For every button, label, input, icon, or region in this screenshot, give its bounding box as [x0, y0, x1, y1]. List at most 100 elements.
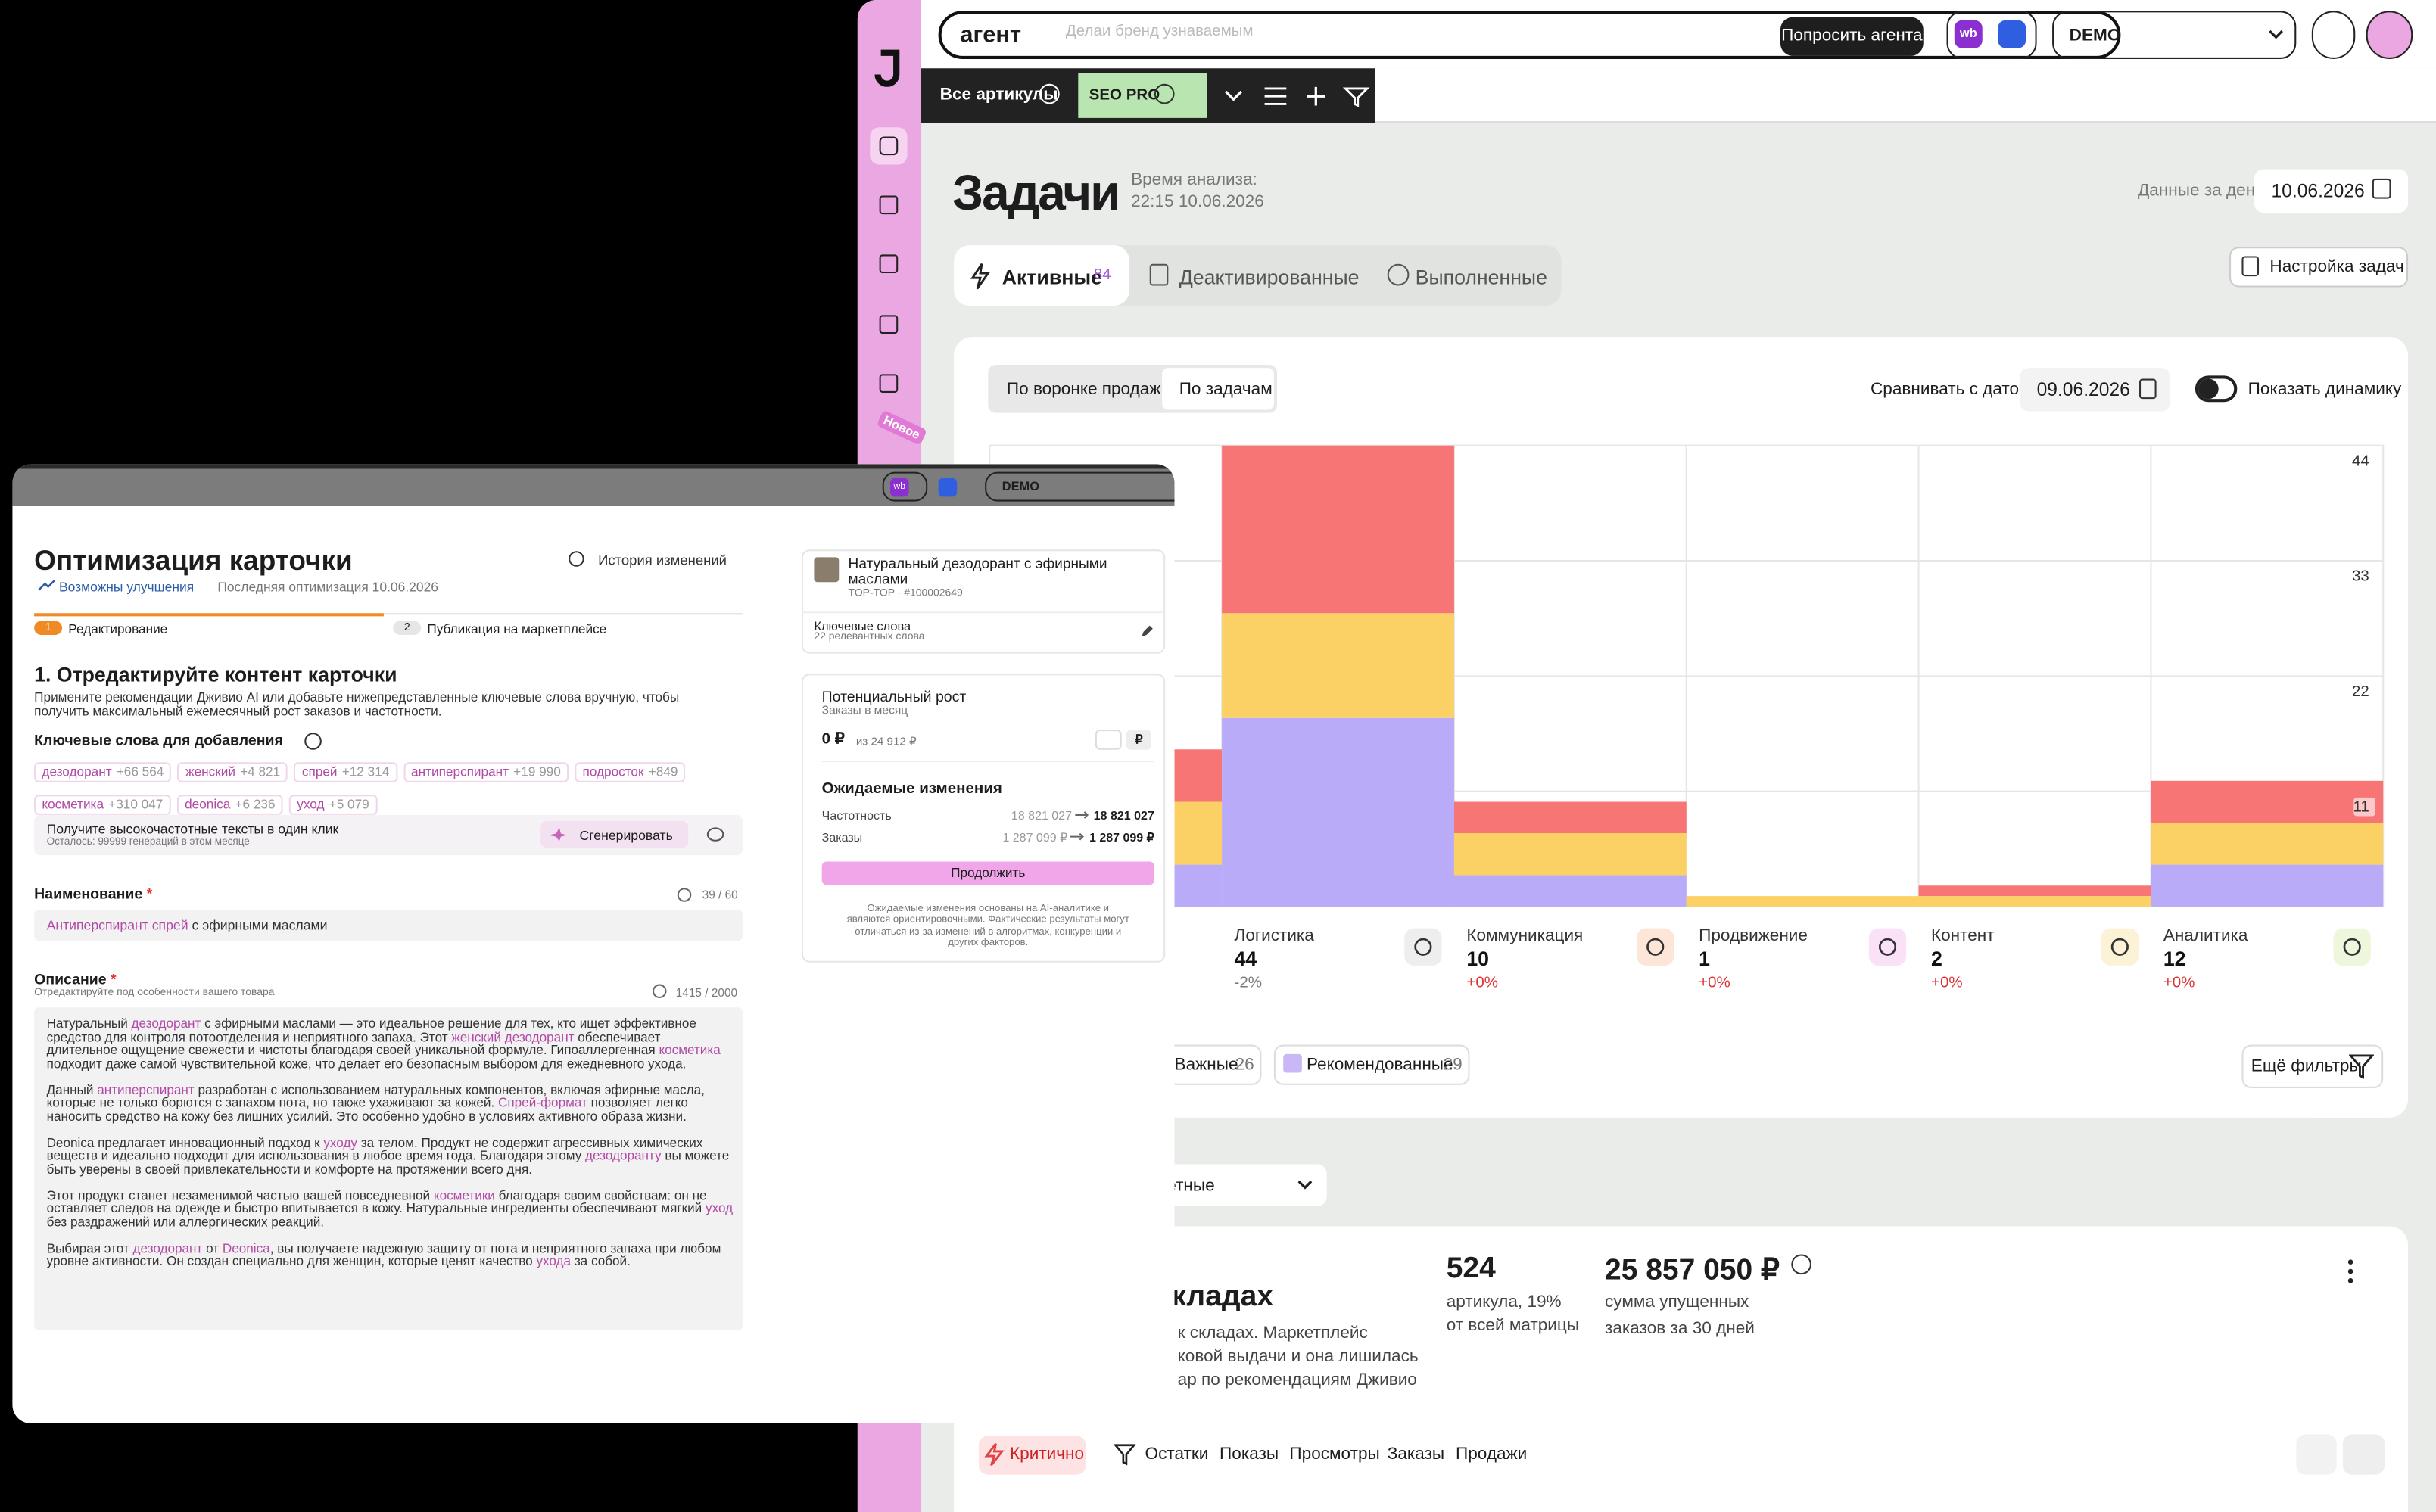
product-name: Натуральный дезодорант с эфирными маслам…: [848, 555, 1107, 586]
category-value: 2: [1931, 947, 1942, 970]
bar-segment: [1453, 833, 1687, 876]
bar-segment: [1686, 896, 1919, 907]
generate-remaining: Осталось: 99999 генераций в этом месяце: [46, 836, 250, 848]
keyword-chip[interactable]: антиперспирант +19 990: [403, 762, 569, 782]
continue-button[interactable]: Продолжить: [821, 861, 1154, 885]
category-icon-glyph: [2110, 938, 2129, 956]
settings-button[interactable]: [2229, 247, 2409, 288]
marketplace-switch[interactable]: [1946, 11, 2037, 59]
y-tick-label: 22: [2352, 683, 2369, 700]
tab-active[interactable]: [954, 245, 1130, 306]
bolt-icon: [984, 1442, 1005, 1467]
more-filters-button[interactable]: [2241, 1044, 2384, 1088]
tab-label[interactable]: Деактивированные: [1179, 265, 1360, 289]
chart-toggle[interactable]: [1095, 730, 1122, 750]
description-counter: 1415 / 2000: [675, 985, 738, 1000]
ask-agent-button[interactable]: Попросить агента: [1780, 17, 1924, 56]
currency-toggle[interactable]: ₽: [1126, 730, 1151, 750]
avatar[interactable]: [2366, 11, 2413, 59]
generate-button[interactable]: [540, 821, 689, 848]
marketplace-switch[interactable]: [882, 471, 928, 502]
keyword-chip[interactable]: уход +5 079: [289, 795, 378, 815]
keyword-word: уход: [297, 796, 325, 812]
step-number: 2: [393, 621, 422, 635]
nav-item-active[interactable]: [870, 127, 908, 165]
keyword-word: косметика: [42, 796, 104, 812]
icon-part: [1142, 625, 1153, 637]
filter-chip[interactable]: [1273, 1044, 1470, 1085]
account-select[interactable]: [2052, 11, 2297, 59]
account-select[interactable]: [985, 471, 1175, 502]
nav-item[interactable]: [879, 374, 899, 393]
all-articles[interactable]: Все артикулы: [939, 85, 1058, 104]
text: разработан с использованием натуральных …: [46, 1081, 705, 1110]
metric-filter[interactable]: Заказы: [1387, 1445, 1445, 1464]
view-option: По задачам: [1179, 380, 1273, 400]
metric-filter[interactable]: Просмотры: [1289, 1445, 1380, 1464]
history-icon: [569, 551, 584, 567]
date-picker[interactable]: [2254, 169, 2409, 213]
summary-caption: от всей матрицы: [1446, 1316, 1580, 1336]
seo-pro-chip[interactable]: [1078, 73, 1207, 118]
compare-date: 09.06.2026: [2036, 378, 2130, 401]
keyword-chip[interactable]: deonica +6 236: [176, 795, 283, 815]
metric-filter[interactable]: Показы: [1220, 1445, 1279, 1464]
keyword-word: deonica: [185, 796, 231, 812]
keyword-delta: +310 047: [108, 796, 164, 812]
metric-filter[interactable]: Продажи: [1456, 1445, 1528, 1464]
nav-item[interactable]: [879, 315, 899, 334]
icon-part: [2347, 1268, 2353, 1274]
compare-date-picker[interactable]: [2019, 368, 2171, 412]
keyword: ухода: [536, 1252, 572, 1268]
bar-segment: [1918, 896, 2151, 907]
tab-label[interactable]: Выполненные: [1415, 265, 1547, 289]
keyword-chip[interactable]: подросток +849: [575, 762, 686, 782]
keyword-word: антиперспирант: [411, 764, 509, 779]
nav-item[interactable]: [879, 195, 899, 215]
description-input[interactable]: [34, 1007, 743, 1330]
product-sku: TOP-TOP · #100002649: [848, 588, 963, 599]
ozon-logo: [1998, 20, 2026, 48]
notifications-button[interactable]: [2311, 11, 2356, 59]
name-label: Наименование *: [34, 886, 152, 904]
growth-value: 0 ₽: [821, 731, 845, 748]
eye-icon[interactable]: [706, 827, 724, 842]
info-icon: [1791, 1254, 1811, 1275]
download-button[interactable]: [2342, 1434, 2385, 1475]
view-option[interactable]: По воронке продаж: [1006, 380, 1161, 400]
tick-label-bg: [2353, 567, 2375, 586]
nav-item[interactable]: [879, 254, 899, 274]
keyword-word: спрей: [301, 764, 338, 779]
keyword-word: дезодорант: [42, 764, 112, 779]
logo-mark: [874, 49, 900, 87]
name-input[interactable]: [34, 910, 743, 941]
keyword-chip[interactable]: дезодорант +66 564: [34, 762, 172, 782]
category-icon: [1404, 928, 1442, 966]
keyword-delta: +66 564: [116, 764, 164, 779]
critical-chip[interactable]: [978, 1436, 1086, 1475]
bar-segment: [1222, 717, 1454, 907]
improvements-link[interactable]: Возможны улучшения: [58, 579, 195, 595]
wb-logo: wb: [1954, 20, 1983, 48]
keyword-chip[interactable]: женский +4 821: [177, 762, 288, 782]
keyword-delta: +12 314: [341, 764, 390, 779]
view-toggle-active[interactable]: [1162, 368, 1274, 410]
filter-label: Рекомендованные: [1306, 1055, 1453, 1075]
metric-filter[interactable]: Остатки: [1145, 1445, 1209, 1464]
edit-icon[interactable]: [1140, 624, 1154, 638]
row-label: Частотность: [821, 808, 892, 823]
y-tick-label: 33: [2352, 568, 2369, 585]
action-button[interactable]: [2296, 1434, 2337, 1475]
day-date: 10.06.2026: [2271, 179, 2365, 202]
keyword-chip[interactable]: косметика +310 047: [34, 795, 171, 815]
tick-label-bg: [2353, 451, 2375, 471]
step-label: Публикация на маркетплейсе: [427, 621, 607, 637]
expected-rows: Частотность 18 821 027 18 821 027 Заказы 1 2…: [822, 806, 1154, 849]
chart: 11223344Логистика44-2%Коммуникация10+0%П…: [989, 444, 2385, 991]
kebab-menu[interactable]: [2344, 1258, 2357, 1286]
search-box[interactable]: [938, 11, 2121, 59]
keyword-chip[interactable]: спрей +12 314: [294, 762, 397, 782]
history-link[interactable]: История изменений: [598, 552, 727, 568]
tick-label-bg: [2353, 682, 2375, 702]
growth-title: Потенциальный рост: [821, 689, 967, 707]
